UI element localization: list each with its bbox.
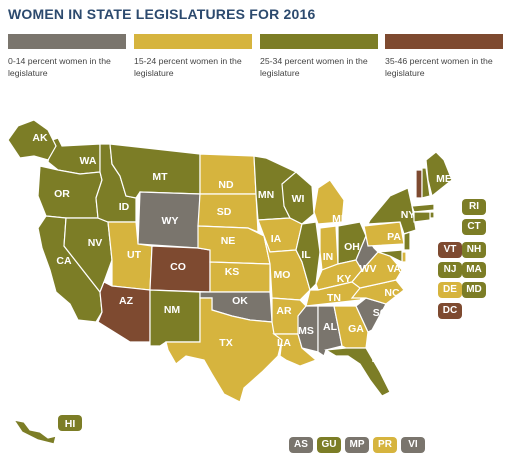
state-label-al: AL bbox=[323, 321, 338, 333]
state-nj bbox=[403, 231, 411, 251]
state-sc bbox=[355, 297, 387, 333]
small-state-vt: VT bbox=[438, 242, 462, 258]
state-label-ky: KY bbox=[337, 273, 352, 285]
state-hi bbox=[12, 419, 57, 445]
state-label-oh: OH bbox=[344, 241, 360, 253]
state-label-or: OR bbox=[54, 188, 70, 200]
legend-text-15-24: 15-24 percent women in the legislature bbox=[134, 56, 242, 78]
legend-swatch-15-24 bbox=[134, 34, 252, 49]
map-title: WOMEN IN STATE LEGISLATURES FOR 2016 bbox=[8, 6, 316, 22]
state-label-ne: NE bbox=[221, 235, 236, 247]
small-state-nj: NJ bbox=[438, 262, 462, 278]
state-label-az: AZ bbox=[119, 295, 134, 307]
state-label-ak: AK bbox=[32, 132, 48, 144]
state-label-ga: GA bbox=[348, 323, 364, 335]
legend-swatch-35-46 bbox=[385, 34, 503, 49]
state-label-ar: AR bbox=[276, 305, 292, 317]
legend-text-25-34: 25-34 percent women in the legislature bbox=[260, 56, 368, 78]
state-label-nd: ND bbox=[218, 179, 234, 191]
state-label-mt: MT bbox=[152, 171, 168, 183]
state-label-nm: NM bbox=[164, 304, 181, 316]
state-label-sc: SC bbox=[373, 307, 388, 319]
state-in bbox=[319, 225, 339, 271]
state-az bbox=[97, 281, 151, 343]
state-mi bbox=[313, 179, 345, 225]
state-label-bg-hi bbox=[58, 415, 82, 431]
state-label-co: CO bbox=[170, 261, 186, 273]
state-wv bbox=[355, 234, 379, 272]
state-fl bbox=[324, 347, 391, 397]
state-label-ca: CA bbox=[56, 255, 72, 267]
state-label-id: ID bbox=[119, 201, 130, 213]
state-label-wi: WI bbox=[292, 193, 305, 205]
small-state-dc: DC bbox=[438, 303, 462, 319]
state-label-wa: WA bbox=[80, 155, 97, 167]
state-label-ok: OK bbox=[232, 295, 248, 307]
legend-text-35-46: 35-46 percent women in the legislature bbox=[385, 56, 493, 78]
state-label-fl: FL bbox=[372, 353, 385, 365]
state-label-va: VA bbox=[387, 263, 401, 275]
state-ks bbox=[209, 261, 271, 293]
state-label-tn: TN bbox=[327, 292, 341, 304]
state-label-in: IN bbox=[323, 251, 334, 263]
state-or bbox=[37, 165, 103, 219]
state-nm bbox=[149, 289, 201, 347]
small-state-nh: NH bbox=[462, 242, 486, 258]
state-label-la: LA bbox=[277, 337, 291, 349]
state-ma bbox=[411, 203, 435, 213]
state-label-me: ME bbox=[436, 173, 452, 185]
state-label-hi: HI bbox=[65, 418, 76, 430]
state-wi bbox=[281, 171, 315, 225]
state-label-tx: TX bbox=[219, 337, 232, 349]
small-state-de: DE bbox=[438, 282, 462, 298]
small-state-ct: CT bbox=[462, 219, 486, 235]
state-label-mo: MO bbox=[274, 269, 291, 281]
state-label-ms: MS bbox=[298, 325, 314, 337]
territory-as: AS bbox=[289, 437, 313, 453]
state-tx bbox=[165, 297, 283, 403]
state-me bbox=[425, 151, 453, 198]
territory-vi: VI bbox=[401, 437, 425, 453]
state-ny bbox=[366, 187, 417, 235]
state-il bbox=[295, 221, 321, 292]
small-state-ri: RI bbox=[462, 199, 486, 215]
state-label-pa: PA bbox=[387, 231, 401, 243]
territory-gu: GU bbox=[317, 437, 341, 453]
state-label-il: IL bbox=[301, 249, 311, 261]
state-label-ia: IA bbox=[271, 233, 282, 245]
state-label-sd: SD bbox=[217, 206, 232, 218]
state-nh bbox=[421, 167, 431, 199]
state-ct bbox=[413, 211, 431, 223]
state-label-ut: UT bbox=[127, 249, 142, 261]
state-vt bbox=[415, 169, 423, 199]
state-label-wy: WY bbox=[162, 215, 179, 227]
state-label-nv: NV bbox=[88, 237, 103, 249]
state-label-nc: NC bbox=[384, 287, 400, 299]
small-state-ma: MA bbox=[462, 262, 486, 278]
legend-swatch-0-14 bbox=[8, 34, 126, 49]
legend-swatch-25-34 bbox=[260, 34, 378, 49]
legend-text-0-14: 0-14 percent women in the legislature bbox=[8, 56, 111, 78]
territory-pr: PR bbox=[373, 437, 397, 453]
state-ak bbox=[7, 119, 57, 161]
state-label-ny: NY bbox=[401, 209, 416, 221]
territory-mp: MP bbox=[345, 437, 369, 453]
state-label-ks: KS bbox=[225, 266, 240, 278]
small-state-md: MD bbox=[462, 282, 486, 298]
state-label-mn: MN bbox=[258, 189, 274, 201]
state-label-mi: MI bbox=[332, 213, 344, 225]
state-md bbox=[377, 249, 403, 263]
state-label-wv: WV bbox=[360, 263, 377, 275]
